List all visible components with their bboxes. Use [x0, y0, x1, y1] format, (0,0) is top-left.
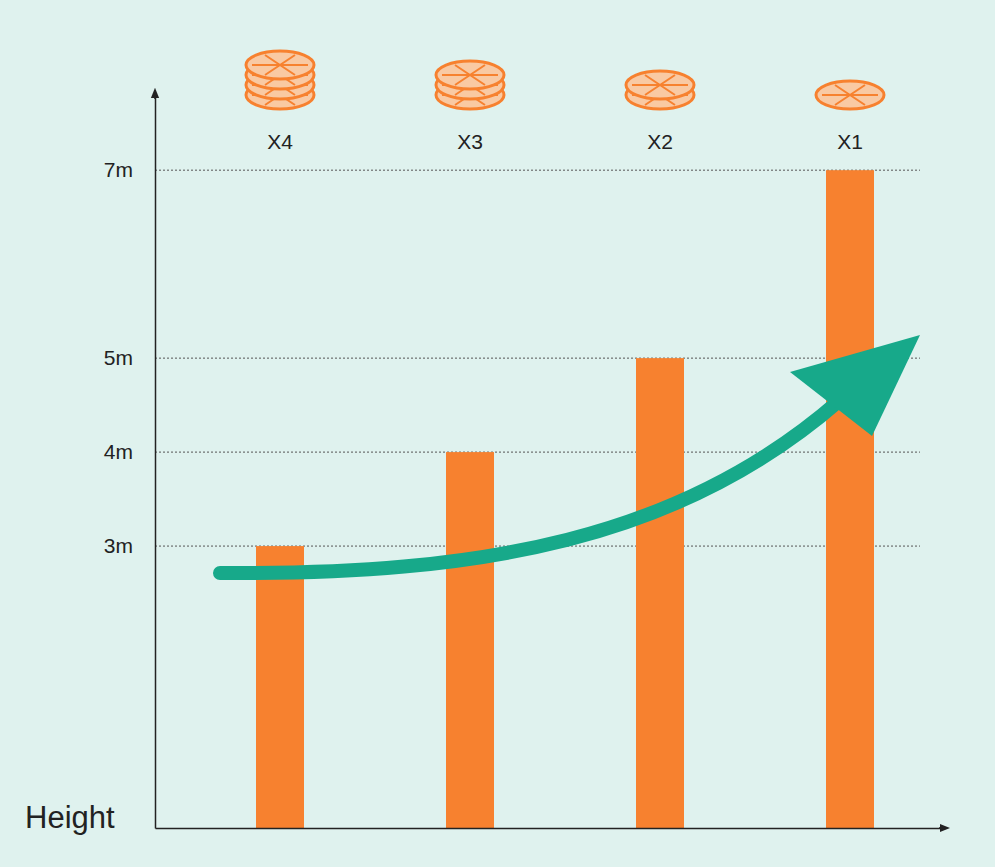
- grid-line: [155, 170, 920, 171]
- propeller-icon: [436, 61, 504, 109]
- propeller-icon: [626, 71, 694, 109]
- bar: [826, 170, 874, 828]
- grid-line: [155, 452, 920, 453]
- y-tick: 4m: [104, 440, 155, 463]
- grid-line: [155, 358, 920, 359]
- chart: 3m 4m 5m 7m X4 X3 X2 X1 Height: [0, 0, 995, 867]
- y-tick: 7m: [104, 158, 155, 181]
- propeller-ring: [246, 51, 314, 79]
- category-label: X4: [267, 130, 293, 153]
- x-axis-arrow: [939, 827, 945, 829]
- y-axis: 3m 4m 5m 7m: [104, 96, 156, 829]
- category-label: X3: [457, 130, 483, 153]
- propeller-blade: [252, 55, 308, 75]
- category-tick: X3: [457, 130, 483, 153]
- y-axis-line: [155, 96, 157, 829]
- category-label: X1: [837, 130, 863, 153]
- propeller-ring: [816, 81, 884, 109]
- propeller-blade: [822, 85, 878, 105]
- bar: [446, 452, 494, 828]
- y-tick-label: 7m: [104, 158, 133, 181]
- propeller-ring: [626, 71, 694, 99]
- background: [0, 0, 995, 867]
- category-axis: X4 X3 X2 X1: [267, 130, 863, 153]
- propeller-blade: [632, 75, 688, 95]
- category-tick: X1: [837, 130, 863, 153]
- plot-area: [256, 170, 874, 828]
- trend-arrow-head: [790, 335, 920, 436]
- category-tick: X2: [647, 130, 673, 153]
- category-tick: X4: [267, 130, 293, 153]
- y-tick-label: 3m: [104, 534, 133, 557]
- bar: [256, 546, 304, 828]
- category-label: X2: [647, 130, 673, 153]
- y-tick: 3m: [104, 534, 155, 557]
- propeller-icon: [816, 81, 884, 109]
- y-tick: 5m: [104, 346, 155, 369]
- grid: [155, 170, 920, 546]
- x-axis: [156, 828, 946, 829]
- y-axis-arrow: [154, 93, 156, 99]
- y-axis-title: Height: [25, 800, 115, 835]
- propeller-blade: [442, 65, 498, 85]
- propeller-ring: [436, 61, 504, 89]
- propeller-icon: [246, 51, 314, 109]
- bar: [636, 358, 684, 828]
- y-tick-label: 5m: [104, 346, 133, 369]
- x-axis-line: [156, 828, 946, 830]
- y-tick-label: 4m: [104, 440, 133, 463]
- trend-arrow: [220, 400, 840, 573]
